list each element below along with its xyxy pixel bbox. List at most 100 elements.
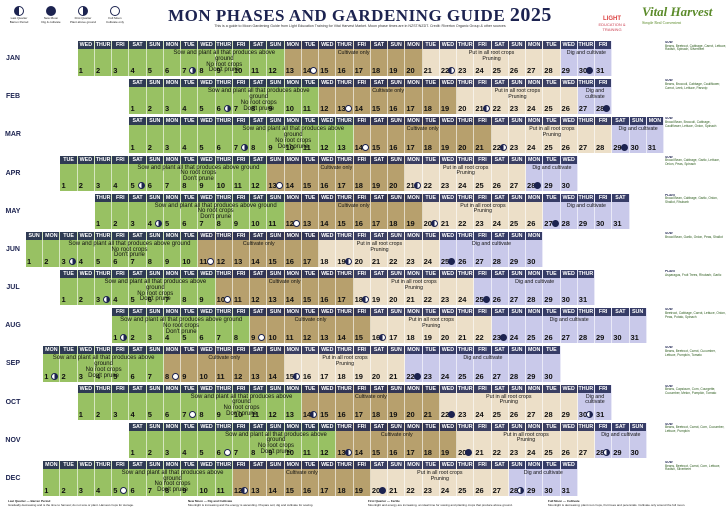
day-cell: THUR 17 — [336, 155, 354, 191]
day-strip: WED 1 THUR 2 FRI 3 SAT 4 SUN 5 MON 6 TUE 7 WED 8 THUR 9 FR… — [26, 41, 664, 77]
weekday-label: SUN — [629, 308, 646, 317]
weekday-label: FRI — [353, 308, 370, 317]
weekday-label: FRI — [474, 193, 491, 202]
day-number: 24 — [527, 447, 536, 457]
day-number: 16 — [354, 218, 363, 228]
day-cell: MON 3 — [163, 79, 182, 115]
weekday-label: WED — [319, 384, 336, 393]
day-cell: WED 29 — [560, 41, 578, 77]
day-number: 7 — [182, 66, 187, 76]
day-number: 11 — [251, 409, 260, 419]
day-number: 12 — [233, 486, 243, 496]
weekday-label: THUR — [457, 346, 474, 355]
day-number: 3 — [113, 66, 118, 76]
day-number: 10 — [268, 333, 277, 343]
day-cell: WED 4 — [77, 231, 95, 268]
day-number: 25 — [544, 142, 553, 152]
weekday-label: FRI — [112, 308, 129, 317]
day-cell: THUR 29 — [577, 193, 596, 229]
day-number: 4 — [130, 409, 135, 419]
day-number: 18 — [389, 218, 398, 228]
day-cell: THUR 24 — [457, 155, 475, 191]
day-number: 22 — [492, 104, 501, 114]
day-cell: THUR 18 — [336, 346, 354, 382]
weekday-label: THUR — [577, 117, 595, 126]
day-number: 7 — [182, 409, 187, 419]
day-number: 1 — [130, 142, 135, 152]
day-number: 28 — [544, 66, 553, 76]
day-number: 17 — [354, 66, 363, 76]
moon-new-icon — [379, 487, 387, 495]
weekday-label: SUN — [146, 231, 163, 240]
day-cell: FRI 12 — [232, 460, 251, 497]
day-number: 28 — [492, 257, 501, 267]
day-number: 20 — [458, 104, 467, 114]
weekday-label: WED — [319, 117, 336, 126]
day-cell: SUN 7 — [146, 346, 164, 382]
day-number: 18 — [354, 295, 363, 305]
day-number: 25 — [527, 333, 536, 343]
weekday-label: WED — [319, 422, 336, 431]
day-number: 23 — [406, 257, 415, 267]
day-number: 12 — [285, 218, 294, 228]
weekday-label: WED — [77, 384, 94, 393]
day-number: 15 — [320, 409, 329, 419]
page-subtitle: This is a guide to Moon Gardening Guide … — [214, 24, 506, 28]
footer-text: Moonlight is decreasing; plant root crop… — [548, 502, 686, 507]
day-cell: TUE 4 — [181, 422, 199, 458]
weekday-label: FRI — [474, 231, 491, 240]
weekday-label: WED — [439, 384, 457, 393]
day-cell: SAT 19 — [370, 270, 389, 306]
weekday-label: SAT — [370, 231, 388, 240]
day-cell: SUN 23 — [508, 422, 527, 458]
day-number: 18 — [423, 447, 432, 457]
weekday-label: SAT — [129, 460, 146, 469]
day-number: 13 — [337, 142, 346, 152]
weekday-label: TUE — [422, 41, 439, 49]
weekday-label: WED — [560, 422, 577, 431]
weekday-label: FRI — [353, 117, 370, 126]
weekday-label: SAT — [491, 231, 508, 240]
day-number: 6 — [199, 333, 204, 343]
weekday-label: SAT — [370, 308, 388, 317]
day-cell: TUE 23 — [422, 460, 440, 497]
day-cell: SAT 26 — [491, 155, 509, 191]
day-number: 9 — [216, 409, 221, 419]
day-number: 18 — [320, 257, 329, 267]
day-cell: SAT 11 — [250, 384, 268, 420]
moon-full-icon — [361, 143, 369, 151]
day-cell: TUE 21 — [422, 41, 440, 77]
day-cell: MON 30 — [526, 231, 544, 268]
moon-lq-icon — [499, 143, 507, 151]
day-number: 10 — [216, 180, 226, 190]
day-number: 14 — [337, 333, 346, 343]
day-number: 29 — [527, 486, 536, 496]
weekday-label: WED — [198, 79, 215, 88]
day-cell: WED 3 — [77, 346, 95, 382]
moon-full-icon — [189, 410, 197, 418]
day-cell: TUE 9 — [181, 346, 199, 382]
sidebar-text: Beans, Beetroot, Carrot, Cucumber, Lettu… — [665, 349, 716, 357]
day-cell: WED 3 — [77, 460, 95, 497]
weekday-label: WED — [560, 193, 577, 202]
day-cell: WED 24 — [439, 460, 458, 497]
weekday-label: SUN — [267, 346, 284, 355]
sidebar-heading: SOW — [665, 384, 673, 388]
day-number: 15 — [337, 218, 346, 228]
day-number: 17 — [406, 104, 415, 114]
weekday-label: MON — [646, 117, 663, 126]
weekday-label: WED — [439, 41, 457, 49]
day-number: 24 — [527, 142, 536, 152]
weekday-label: SAT — [612, 308, 629, 317]
day-cell: SAT 12 — [250, 155, 268, 191]
weekday-label: THUR — [577, 384, 595, 393]
weekday-label: THUR — [336, 117, 353, 126]
day-number: 8 — [164, 371, 170, 381]
moon-new-icon — [499, 334, 507, 342]
day-cell: THUR 27 — [577, 422, 596, 458]
day-number: 12 — [302, 333, 312, 343]
month-row-sep: SEP MON 1 TUE 2 WED 3 THUR 4 FRI 5 SAT 6 SUN 7 MON 8 TUE 9… — [0, 346, 664, 382]
day-number: 17 — [320, 371, 329, 381]
day-cell: WED 21 — [439, 193, 458, 229]
day-number: 17 — [406, 447, 415, 457]
